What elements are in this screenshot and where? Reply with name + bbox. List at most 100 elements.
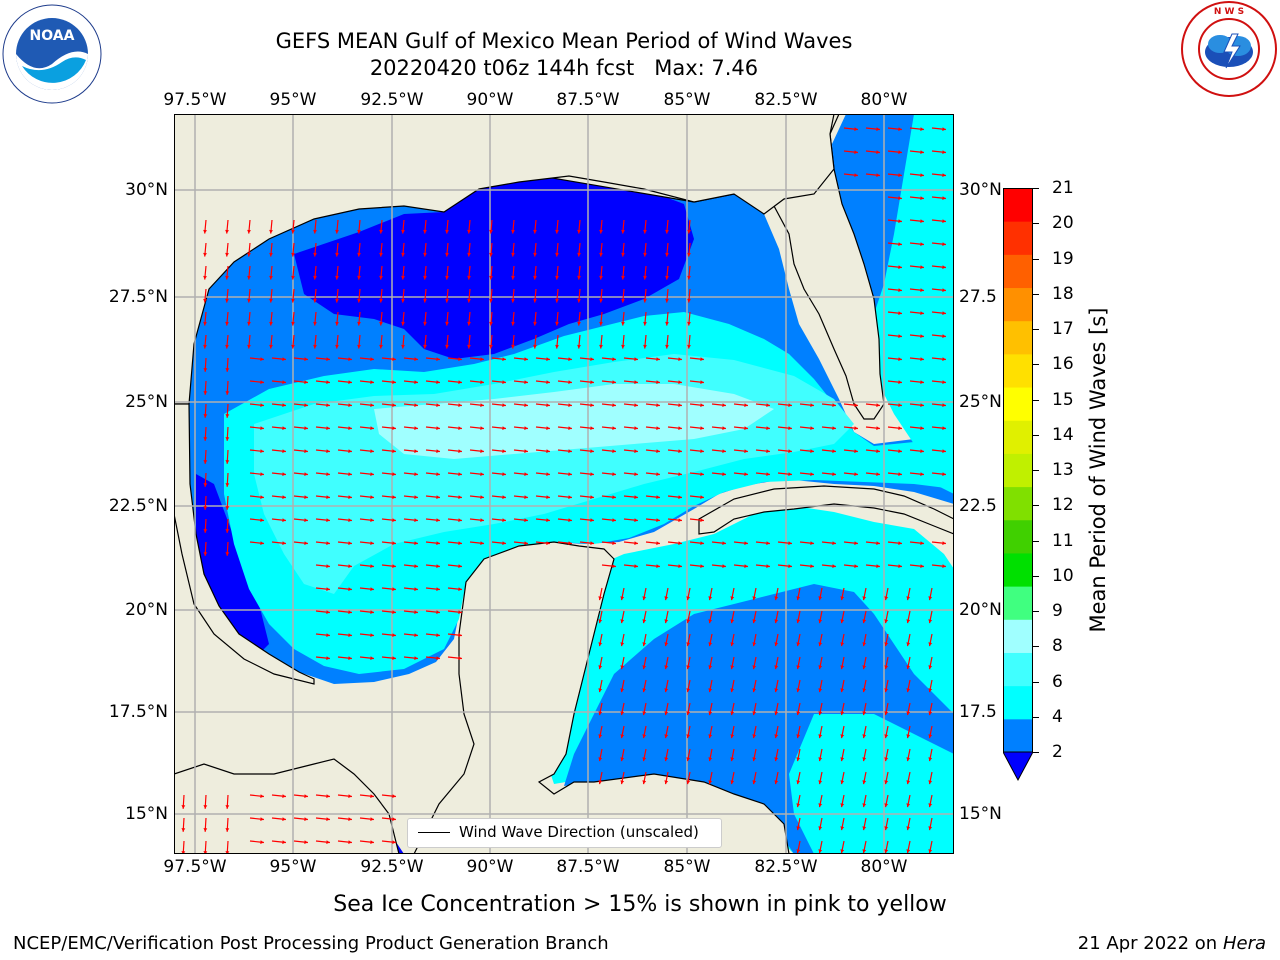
wind-wave-arrow [557,472,573,477]
wind-wave-arrow [840,656,845,670]
wind-wave-arrow [711,472,727,477]
wind-wave-arrow [887,127,903,132]
wind-wave-arrow [601,403,617,408]
wind-wave-arrow [865,426,881,431]
wind-wave-arrow [469,518,485,523]
wind-wave-arrow [511,288,515,303]
wind-wave-arrow [555,334,559,349]
wind-wave-arrow [403,587,419,592]
wind-wave-arrow [665,265,669,280]
wind-wave-arrow [533,288,537,303]
wind-wave-arrow [579,472,595,477]
wind-wave-arrow [203,288,207,303]
wind-wave-arrow [884,702,889,716]
wind-wave-arrow [843,127,859,132]
wind-wave-arrow [665,219,669,234]
wind-wave-arrow [293,495,309,500]
colorbar-segment [1003,320,1033,355]
wind-wave-arrow [598,725,603,739]
wind-wave-arrow [359,495,375,500]
wind-wave-arrow [249,449,265,454]
colorbar-tick-label: 13 [1052,460,1074,480]
wind-wave-arrow [337,357,353,362]
wind-wave-arrow [928,610,933,624]
wind-wave-arrow [293,426,309,431]
wind-wave-arrow [225,311,229,326]
wind-wave-arrow [752,633,757,647]
wind-wave-arrow [269,288,273,303]
wind-wave-arrow [730,610,735,624]
wind-wave-arrow [623,495,639,500]
wind-wave-arrow [906,656,911,670]
wind-wave-arrow [579,495,595,500]
wind-wave-arrow [887,403,903,408]
wind-wave-arrow [796,748,801,762]
lat-tick-label-right: 25°N [959,392,1002,412]
wind-wave-arrow [887,449,903,454]
colorbar-tick-mark [1033,364,1039,366]
wind-wave-arrow [379,311,383,326]
wind-wave-arrow [269,242,273,257]
wind-wave-arrow [445,219,449,234]
wind-wave-arrow [887,380,903,385]
wind-wave-arrow [730,633,735,647]
wind-wave-arrow [931,219,947,224]
wind-wave-arrow [689,518,705,523]
wind-wave-arrow [447,656,463,661]
wind-wave-arrow [906,610,911,624]
wind-wave-arrow [203,311,207,326]
wind-wave-arrow [291,219,295,234]
wind-wave-arrow [887,150,903,155]
wind-wave-arrow [909,173,925,178]
colorbar-segment [1003,188,1033,222]
wind-wave-arrow [686,748,691,762]
wind-wave-arrow [752,656,757,670]
wind-wave-arrow [533,265,537,280]
wind-wave-arrow [862,748,867,762]
footer-source: NCEP/EMC/Verification Post Processing Pr… [13,933,609,954]
wind-wave-arrow [642,771,647,785]
wind-wave-arrow [225,265,229,280]
wind-wave-arrow [557,403,573,408]
wind-wave-arrow [225,840,230,855]
wind-wave-arrow [928,817,933,831]
lon-tick-label-bottom: 85°W [663,857,711,877]
wind-wave-arrow [225,541,230,556]
wind-wave-arrow [598,633,603,647]
wind-wave-arrow [403,518,419,523]
wind-wave-arrow [931,173,947,178]
wind-wave-arrow [686,679,691,693]
wind-wave-arrow [667,495,683,500]
wind-wave-arrow [271,357,287,362]
wind-wave-arrow [447,380,463,385]
colorbar-tick-label: 15 [1052,389,1074,410]
wind-wave-arrow [730,587,735,601]
wind-wave-arrow [752,587,757,601]
wind-wave-arrow [315,357,331,362]
wind-wave-arrow [491,495,507,500]
wind-wave-arrow [840,679,845,693]
wind-wave-arrow [513,518,529,523]
wind-wave-arrow [467,219,471,234]
colorbar-tick-mark [1033,188,1039,189]
wind-wave-arrow [579,541,595,546]
wind-wave-arrow [271,541,287,546]
wind-wave-arrow [381,656,397,661]
wind-wave-arrow [469,541,485,546]
wind-wave-arrow [818,794,823,808]
wind-wave-arrow [555,311,559,326]
lat-tick-label-left: 30°N [125,180,168,200]
wind-wave-arrow [555,288,559,303]
wind-wave-arrow [533,334,537,349]
wind-wave-arrow [337,610,353,615]
wind-wave-arrow [225,403,230,418]
wind-wave-arrow [643,311,647,326]
wind-wave-arrow [799,449,815,454]
wind-wave-arrow [689,472,705,477]
lon-tick-label-bottom: 80°W [860,857,908,877]
wind-wave-arrow [403,495,419,500]
wind-wave-arrow [425,633,441,638]
wind-wave-arrow [884,748,889,762]
wind-wave-arrow [643,265,647,280]
wind-wave-arrow [601,357,617,362]
